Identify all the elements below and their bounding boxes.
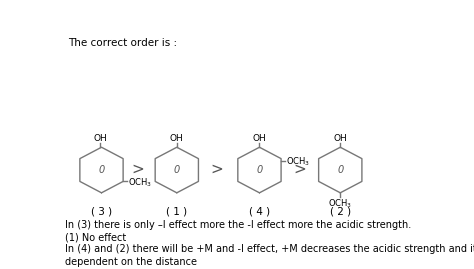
Text: dependent on the distance: dependent on the distance (65, 257, 198, 267)
Text: >: > (132, 161, 145, 176)
Text: 0: 0 (337, 165, 343, 175)
Text: ( 2 ): ( 2 ) (330, 207, 351, 217)
Text: OH: OH (170, 134, 184, 143)
Text: 0: 0 (99, 165, 105, 175)
Text: The correct order is :: The correct order is : (69, 38, 178, 48)
Text: >: > (293, 161, 306, 176)
Text: OCH$_3$: OCH$_3$ (128, 176, 152, 189)
Text: >: > (211, 161, 224, 176)
Text: 0: 0 (256, 165, 263, 175)
Text: ( 1 ): ( 1 ) (166, 207, 187, 217)
Text: ( 3 ): ( 3 ) (91, 207, 112, 217)
Text: OH: OH (253, 134, 266, 143)
Text: OCH$_3$: OCH$_3$ (286, 156, 310, 168)
Text: OCH$_3$: OCH$_3$ (328, 197, 352, 210)
Text: OH: OH (333, 134, 347, 143)
Text: (1) No effect: (1) No effect (65, 232, 127, 242)
Text: In (4) and (2) there will be +M and -I effect, +M decreases the acidic strength : In (4) and (2) there will be +M and -I e… (65, 245, 474, 254)
Text: OH: OH (93, 134, 107, 143)
Text: ( 4 ): ( 4 ) (249, 207, 270, 217)
Text: In (3) there is only –I effect more the -I effect more the acidic strength.: In (3) there is only –I effect more the … (65, 220, 412, 230)
Text: 0: 0 (173, 165, 180, 175)
